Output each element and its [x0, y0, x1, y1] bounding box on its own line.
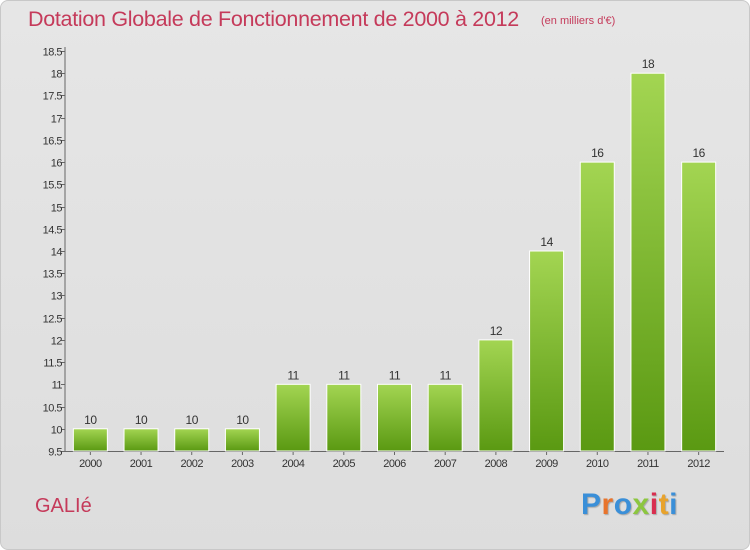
- bar-value-label: 11: [338, 368, 350, 382]
- x-tick-label: 2009: [535, 458, 558, 470]
- bar: [224, 428, 260, 452]
- bar-value-label: 16: [591, 146, 604, 160]
- bar: [579, 161, 615, 452]
- bar-value-label: 12: [490, 324, 503, 338]
- bar: [529, 250, 565, 452]
- x-tick-label: 2012: [687, 458, 710, 470]
- bars: 10 10 10 10 11 11 11 11 12 14 16 18 16: [72, 57, 717, 452]
- commune-name: GALIé: [35, 495, 92, 517]
- y-tick-label: 12.5: [43, 314, 63, 326]
- bar-value-label: 11: [287, 368, 299, 382]
- bar-value-label: 10: [236, 413, 249, 427]
- y-tick-label: 14.5: [43, 225, 63, 237]
- bar: [478, 339, 514, 452]
- y-tick-label: 9.5: [48, 447, 62, 459]
- bar-value-label: 11: [389, 368, 401, 382]
- x-tick-label: 2011: [637, 458, 659, 470]
- y-tick-label: 13: [51, 291, 63, 303]
- bar: [681, 161, 717, 452]
- proxiti-logo[interactable]: Proxiti: [581, 488, 678, 521]
- y-axis: 9.5 10 10.5 11 11.5 12 12.5 13 13.5 14 14.5 15 15.5 1…: [43, 47, 66, 459]
- bar: [427, 383, 463, 452]
- y-tick-label: 16.5: [43, 136, 63, 148]
- y-tick-label: 17.5: [43, 91, 63, 103]
- y-tick-label: 18.5: [43, 47, 63, 59]
- x-tick-label: 2002: [180, 458, 203, 470]
- y-tick-label: 10.5: [43, 403, 63, 415]
- chart-unit-label: (en milliers d'€): [541, 15, 616, 27]
- bar: [275, 383, 311, 452]
- y-tick-label: 14: [51, 247, 63, 259]
- bar: [326, 383, 362, 452]
- x-tick-label: 2008: [485, 458, 508, 470]
- x-tick-label: 2007: [434, 458, 457, 470]
- bar-value-label: 16: [692, 146, 705, 160]
- y-tick-label: 11: [52, 380, 63, 392]
- bar: [377, 383, 412, 452]
- y-tick-label: 10: [51, 425, 63, 437]
- x-tick-label: 2004: [282, 458, 305, 470]
- bar-value-label: 14: [540, 235, 553, 249]
- x-tick-label: 2006: [383, 458, 406, 470]
- y-tick-label: 15.5: [43, 180, 63, 192]
- bar: [72, 428, 108, 452]
- bar-value-label: 10: [135, 413, 148, 427]
- bar-value-label: 10: [84, 413, 97, 427]
- x-tick-label: 2001: [130, 458, 153, 470]
- x-tick-label: 2010: [586, 458, 609, 470]
- bar-value-label: 10: [186, 413, 199, 427]
- y-tick-label: 15: [51, 203, 63, 215]
- y-tick-label: 16: [51, 158, 63, 170]
- bar: [174, 428, 210, 452]
- y-tick-label: 12: [51, 336, 63, 348]
- y-tick-label: 13.5: [43, 269, 63, 281]
- chart-title: Dotation Globale de Fonctionnement de 20…: [28, 7, 519, 31]
- y-tick-label: 18: [51, 69, 63, 81]
- bar-value-label: 11: [439, 368, 451, 382]
- bar: [630, 72, 666, 452]
- bar: [123, 428, 159, 452]
- y-tick-label: 11.5: [43, 358, 62, 370]
- x-tick-label: 2000: [79, 458, 102, 470]
- y-tick-label: 17: [51, 114, 63, 126]
- bar-value-label: 18: [642, 57, 655, 71]
- x-tick-label: 2005: [333, 458, 356, 470]
- x-tick-label: 2003: [231, 458, 254, 470]
- x-axis: 2000 2001 2002 2003 2004 2005 2006 2007 2008 2009…: [65, 451, 724, 470]
